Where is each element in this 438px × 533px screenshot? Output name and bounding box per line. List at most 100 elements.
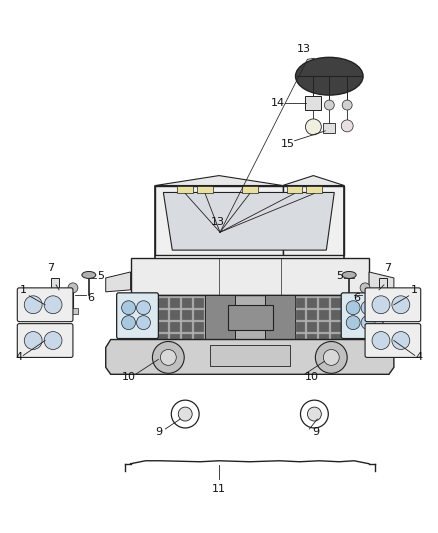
Text: 1: 1 xyxy=(20,285,27,295)
Text: 10: 10 xyxy=(122,372,136,382)
FancyBboxPatch shape xyxy=(17,288,73,321)
FancyBboxPatch shape xyxy=(159,334,168,343)
FancyBboxPatch shape xyxy=(360,308,370,314)
Circle shape xyxy=(361,316,375,329)
Polygon shape xyxy=(106,272,131,292)
Circle shape xyxy=(24,296,42,314)
FancyBboxPatch shape xyxy=(296,334,305,343)
Text: 13: 13 xyxy=(297,44,311,54)
Polygon shape xyxy=(131,258,369,295)
Circle shape xyxy=(171,400,199,428)
Polygon shape xyxy=(163,192,334,250)
Polygon shape xyxy=(369,272,394,292)
Circle shape xyxy=(360,283,370,293)
Text: 14: 14 xyxy=(271,98,285,108)
FancyBboxPatch shape xyxy=(296,298,305,308)
Text: 7: 7 xyxy=(47,263,55,273)
Text: 4: 4 xyxy=(16,352,23,362)
Text: 1: 1 xyxy=(411,285,418,295)
Circle shape xyxy=(152,342,184,373)
FancyBboxPatch shape xyxy=(228,305,273,329)
Circle shape xyxy=(160,350,176,365)
Polygon shape xyxy=(106,340,394,374)
Circle shape xyxy=(137,316,150,329)
Text: 5: 5 xyxy=(336,271,343,281)
FancyBboxPatch shape xyxy=(159,321,168,332)
FancyBboxPatch shape xyxy=(319,310,329,320)
Circle shape xyxy=(122,316,135,329)
Circle shape xyxy=(346,301,360,314)
FancyBboxPatch shape xyxy=(194,334,204,343)
Circle shape xyxy=(137,301,150,314)
Circle shape xyxy=(300,400,328,428)
FancyBboxPatch shape xyxy=(331,310,341,320)
FancyBboxPatch shape xyxy=(379,278,387,310)
Polygon shape xyxy=(283,185,344,255)
Text: 11: 11 xyxy=(212,483,226,494)
FancyBboxPatch shape xyxy=(182,321,192,332)
Text: 13: 13 xyxy=(211,217,225,227)
FancyBboxPatch shape xyxy=(365,324,421,358)
FancyBboxPatch shape xyxy=(182,334,192,343)
FancyBboxPatch shape xyxy=(286,185,303,193)
FancyBboxPatch shape xyxy=(331,321,341,332)
FancyBboxPatch shape xyxy=(159,298,168,308)
Text: 10: 10 xyxy=(304,372,318,382)
FancyBboxPatch shape xyxy=(307,298,318,308)
FancyBboxPatch shape xyxy=(210,344,290,366)
FancyBboxPatch shape xyxy=(305,96,321,110)
Polygon shape xyxy=(283,175,344,185)
FancyBboxPatch shape xyxy=(170,298,180,308)
FancyBboxPatch shape xyxy=(341,293,383,338)
FancyBboxPatch shape xyxy=(182,310,192,320)
Text: 4: 4 xyxy=(415,352,422,362)
FancyBboxPatch shape xyxy=(365,288,421,321)
Circle shape xyxy=(44,296,62,314)
FancyBboxPatch shape xyxy=(323,123,335,133)
FancyBboxPatch shape xyxy=(194,321,204,332)
FancyBboxPatch shape xyxy=(319,334,329,343)
Circle shape xyxy=(323,350,339,365)
Circle shape xyxy=(341,120,353,132)
FancyBboxPatch shape xyxy=(117,293,159,338)
FancyBboxPatch shape xyxy=(307,321,318,332)
Circle shape xyxy=(24,332,42,350)
Text: 5: 5 xyxy=(97,271,104,281)
FancyBboxPatch shape xyxy=(159,310,168,320)
Circle shape xyxy=(372,296,390,314)
Polygon shape xyxy=(155,295,344,344)
Circle shape xyxy=(324,100,334,110)
Circle shape xyxy=(305,119,321,135)
Text: 6: 6 xyxy=(353,293,360,303)
Circle shape xyxy=(44,332,62,350)
Ellipse shape xyxy=(342,271,356,278)
Circle shape xyxy=(342,100,352,110)
Circle shape xyxy=(307,407,321,421)
FancyBboxPatch shape xyxy=(177,185,193,193)
Ellipse shape xyxy=(296,58,363,95)
Circle shape xyxy=(361,301,375,314)
Circle shape xyxy=(392,296,410,314)
FancyBboxPatch shape xyxy=(331,334,341,343)
Circle shape xyxy=(346,316,360,329)
FancyBboxPatch shape xyxy=(331,298,341,308)
FancyBboxPatch shape xyxy=(296,321,305,332)
FancyBboxPatch shape xyxy=(170,310,180,320)
FancyBboxPatch shape xyxy=(68,308,78,314)
FancyBboxPatch shape xyxy=(182,298,192,308)
FancyBboxPatch shape xyxy=(194,298,204,308)
FancyBboxPatch shape xyxy=(319,298,329,308)
FancyBboxPatch shape xyxy=(17,324,73,358)
Text: 9: 9 xyxy=(312,427,319,437)
FancyBboxPatch shape xyxy=(194,310,204,320)
Circle shape xyxy=(68,283,78,293)
Circle shape xyxy=(392,332,410,350)
Text: 7: 7 xyxy=(385,263,392,273)
FancyBboxPatch shape xyxy=(307,334,318,343)
Circle shape xyxy=(315,342,347,373)
Ellipse shape xyxy=(82,271,96,278)
FancyBboxPatch shape xyxy=(170,321,180,332)
FancyBboxPatch shape xyxy=(307,310,318,320)
Polygon shape xyxy=(205,295,235,344)
FancyBboxPatch shape xyxy=(170,334,180,343)
